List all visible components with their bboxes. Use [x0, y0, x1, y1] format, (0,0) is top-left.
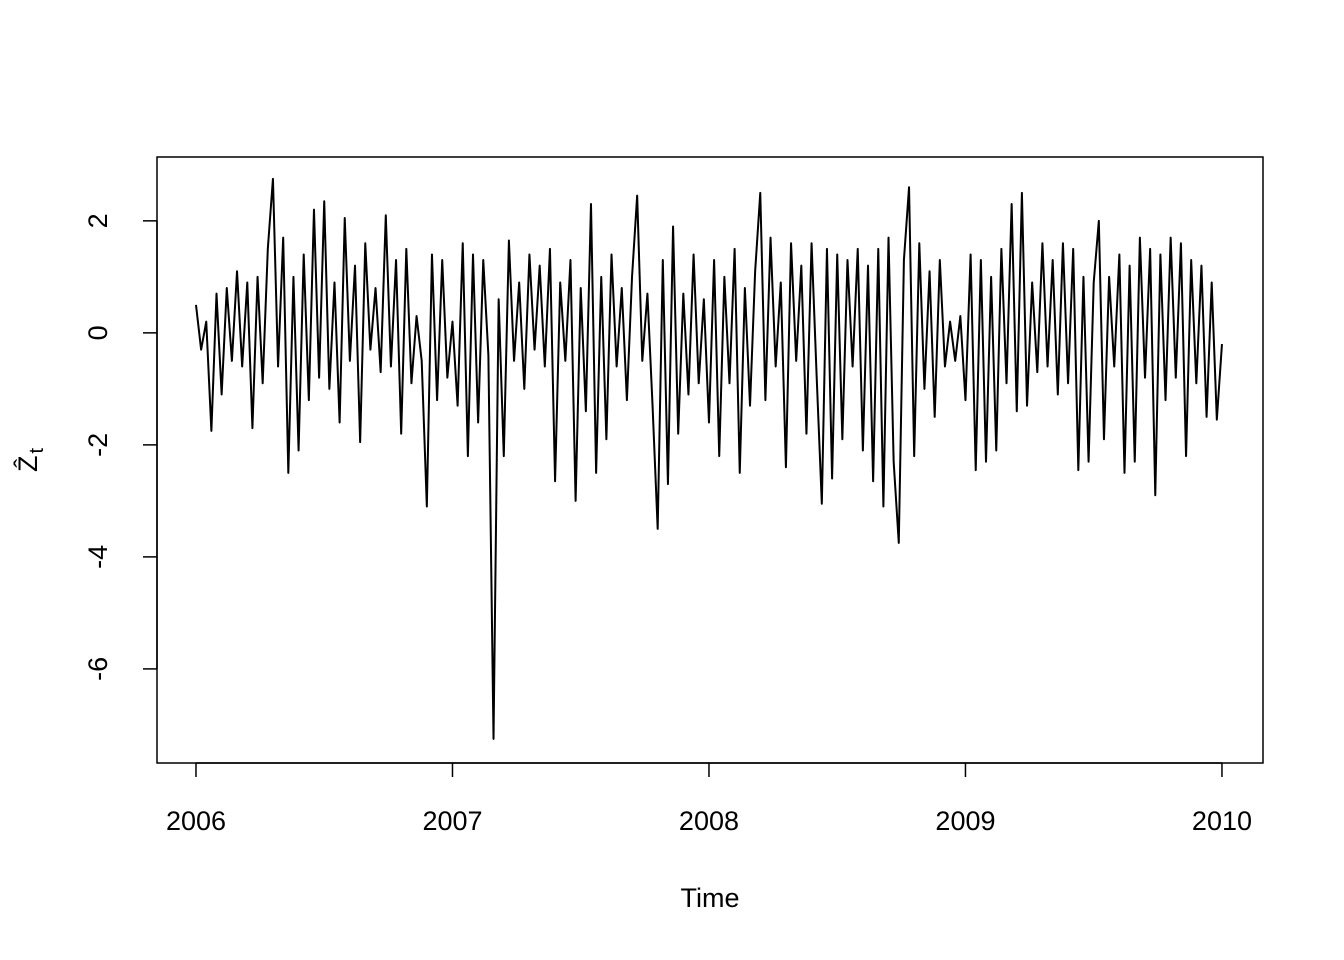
x-tick-label: 2007	[422, 806, 482, 836]
x-tick-label: 2009	[935, 806, 995, 836]
series-line	[194, 177, 1223, 740]
x-axis-label: Time	[681, 883, 740, 913]
x-tick-label: 2006	[166, 806, 226, 836]
y-tick-label: 0	[83, 325, 113, 340]
y-tick-label: -4	[83, 545, 113, 569]
y-axis-label: Ẑt	[12, 448, 48, 473]
y-tick-label: -2	[83, 433, 113, 457]
y-tick-label: -6	[83, 657, 113, 681]
x-tick-label: 2008	[679, 806, 739, 836]
y-axis-label-main: Ẑ	[12, 456, 43, 473]
y-axis-label-subscript: t	[26, 448, 48, 454]
x-tick-label: 2010	[1192, 806, 1252, 836]
y-tick-label: 2	[83, 213, 113, 228]
